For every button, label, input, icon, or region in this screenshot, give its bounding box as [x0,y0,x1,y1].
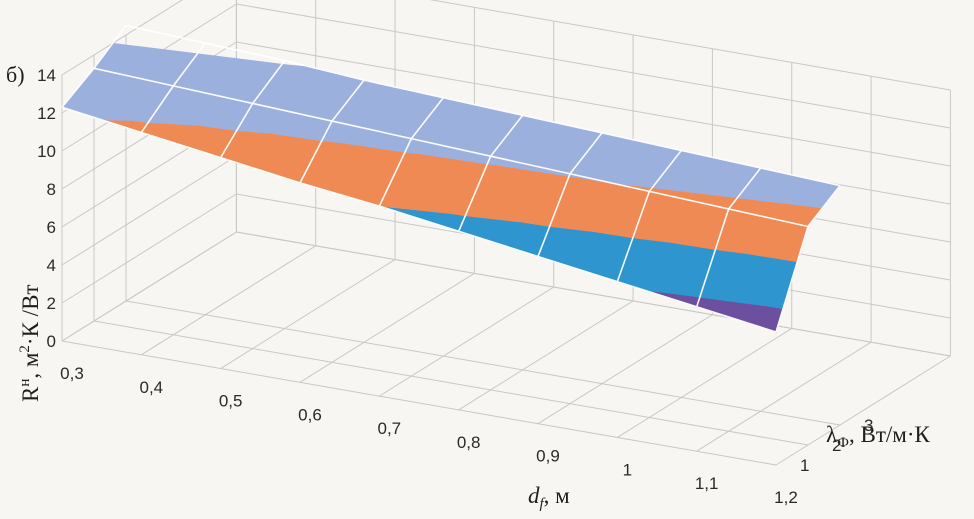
surface-mesh-line [616,149,682,282]
y-axis-label-main: λ [826,422,838,447]
y-tick-label: 2 [832,436,841,455]
y-tick-label: 1 [800,456,809,475]
x-tick-label: 0,9 [536,447,560,466]
x-tick-label: 1,2 [774,488,798,507]
surface-mesh-line [299,79,365,184]
floor-line-depth [141,245,316,356]
z-axis-label: Rн, м2·К /Вт [17,285,43,402]
surface-mesh-line [140,42,206,133]
back-wall-hline [236,41,951,167]
surface-mesh-line [378,97,444,207]
floor-line-width [125,300,841,426]
x-tick-label: 0,5 [219,392,243,411]
panel-label: б) [6,62,25,87]
floor-line-depth [537,314,713,425]
x-axis-label-unit: , м [544,483,571,508]
z-axis-label-square: 2 [17,345,33,353]
z-axis-label-m: , м [18,352,43,379]
x-axis-label: df, м [528,483,570,512]
floor-line-depth [696,341,872,452]
z-tick-label: 8 [47,180,56,199]
z-axis-label-superscript: н [17,379,33,387]
chart-labels: б) Rн, м2·К /Вт df, м λФ, Вт/м·К [6,62,931,512]
floor-line-depth [458,300,634,411]
z-tick-label: 0 [47,332,56,351]
surface-mesh-line [537,132,603,257]
floor-line-depth [220,259,396,369]
floor-line-depth [299,272,475,383]
z-tick-label: 12 [37,104,56,123]
side-wall-hline [61,0,183,76]
x-axis-label-subscript: f [540,496,546,512]
back-wall-hline [236,3,951,129]
surface-mesh-line [695,167,762,308]
tick-labels: 024681012140,30,40,50,60,70,80,911,11,21… [37,66,873,507]
x-tick-label: 0,7 [378,419,402,438]
z-tick-label: 6 [47,218,56,237]
side-wall-hline [61,155,237,266]
x-tick-label: 1,1 [695,474,719,493]
x-axis-label-main: d [528,483,540,508]
surface-mesh-line [457,114,524,232]
x-tick-label: 0,8 [457,433,481,452]
surface-plot [61,24,841,333]
z-tick-label: 4 [47,256,56,275]
z-axis-label-r: R [18,386,43,402]
z-tick-label: 14 [37,66,56,85]
side-wall-hline [61,193,237,304]
x-tick-label: 0,6 [298,405,322,424]
y-axis-label: λФ, Вт/м·К [826,422,931,451]
back-wall-hline [429,0,951,91]
x-tick-label: 0,3 [60,364,84,383]
surface-mesh-line [775,185,841,333]
surface-mesh-line [93,67,809,228]
x-tick-label: 1 [623,460,632,479]
z-tick-label: 2 [47,294,56,313]
surface-mesh-line [61,106,777,333]
surface-mesh-line [219,60,286,159]
floor-line-width [236,231,951,357]
surface-mesh-line [61,25,127,108]
y-tick-label: 3 [864,416,873,435]
y-axis-label-subscript: Ф [837,435,849,451]
floor-line-width [93,320,809,446]
x-tick-label: 0,4 [140,378,164,397]
floor-line-depth [379,286,554,397]
z-axis-label-unit: ·К /Вт [18,285,43,346]
surface-mesh-line [125,24,841,187]
y-axis-label-unit: , Вт/м·К [849,422,930,447]
floor-line-depth [617,328,792,438]
z-tick-label: 10 [37,142,56,161]
floor-line-depth [775,355,951,466]
floor-line-width [61,340,777,466]
floor-line-depth [61,231,237,342]
